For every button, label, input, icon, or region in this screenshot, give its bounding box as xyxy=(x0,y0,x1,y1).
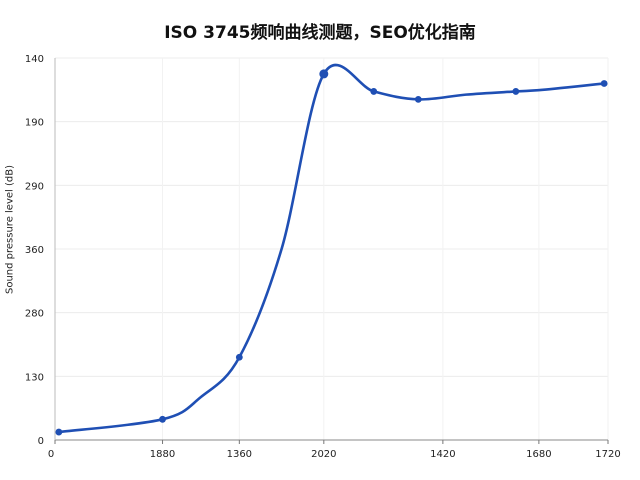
x-tick-label: 1360 xyxy=(227,449,252,460)
x-tick-label: 2020 xyxy=(311,449,336,460)
x-tick-label: 1680 xyxy=(526,449,551,460)
y-tick-label: 280 xyxy=(25,309,44,320)
data-point xyxy=(600,80,608,87)
y-tick-label: 190 xyxy=(25,118,44,129)
data-point xyxy=(159,415,166,423)
x-tick-label: 1880 xyxy=(150,449,175,460)
grid-lines xyxy=(55,57,609,440)
data-point xyxy=(235,353,243,361)
x-tick-label: 1720 xyxy=(595,449,620,460)
data-point xyxy=(512,88,520,95)
y-tick-label: 0 xyxy=(38,436,44,447)
y-tick-label: 130 xyxy=(25,372,44,383)
data-point xyxy=(414,95,422,103)
x-axis-ticks: 0 1880 1360 2020 1420 1680 1720 xyxy=(48,440,621,460)
y-tick-label: 290 xyxy=(25,181,44,192)
y-tick-label: 360 xyxy=(25,245,44,256)
x-tick-label: 0 xyxy=(48,449,54,460)
y-tick-label: 140 xyxy=(25,54,44,65)
data-point xyxy=(319,69,329,79)
series-layer xyxy=(55,63,608,436)
x-tick-label: 1420 xyxy=(430,449,455,460)
chart-title: ISO 3745频响曲线测题，SEO优化指南 xyxy=(164,23,476,43)
y-axis-ticks: 0 130 280 360 290 190 140 xyxy=(25,54,44,447)
axes xyxy=(54,58,608,441)
data-point xyxy=(370,88,378,95)
data-point xyxy=(55,428,63,436)
